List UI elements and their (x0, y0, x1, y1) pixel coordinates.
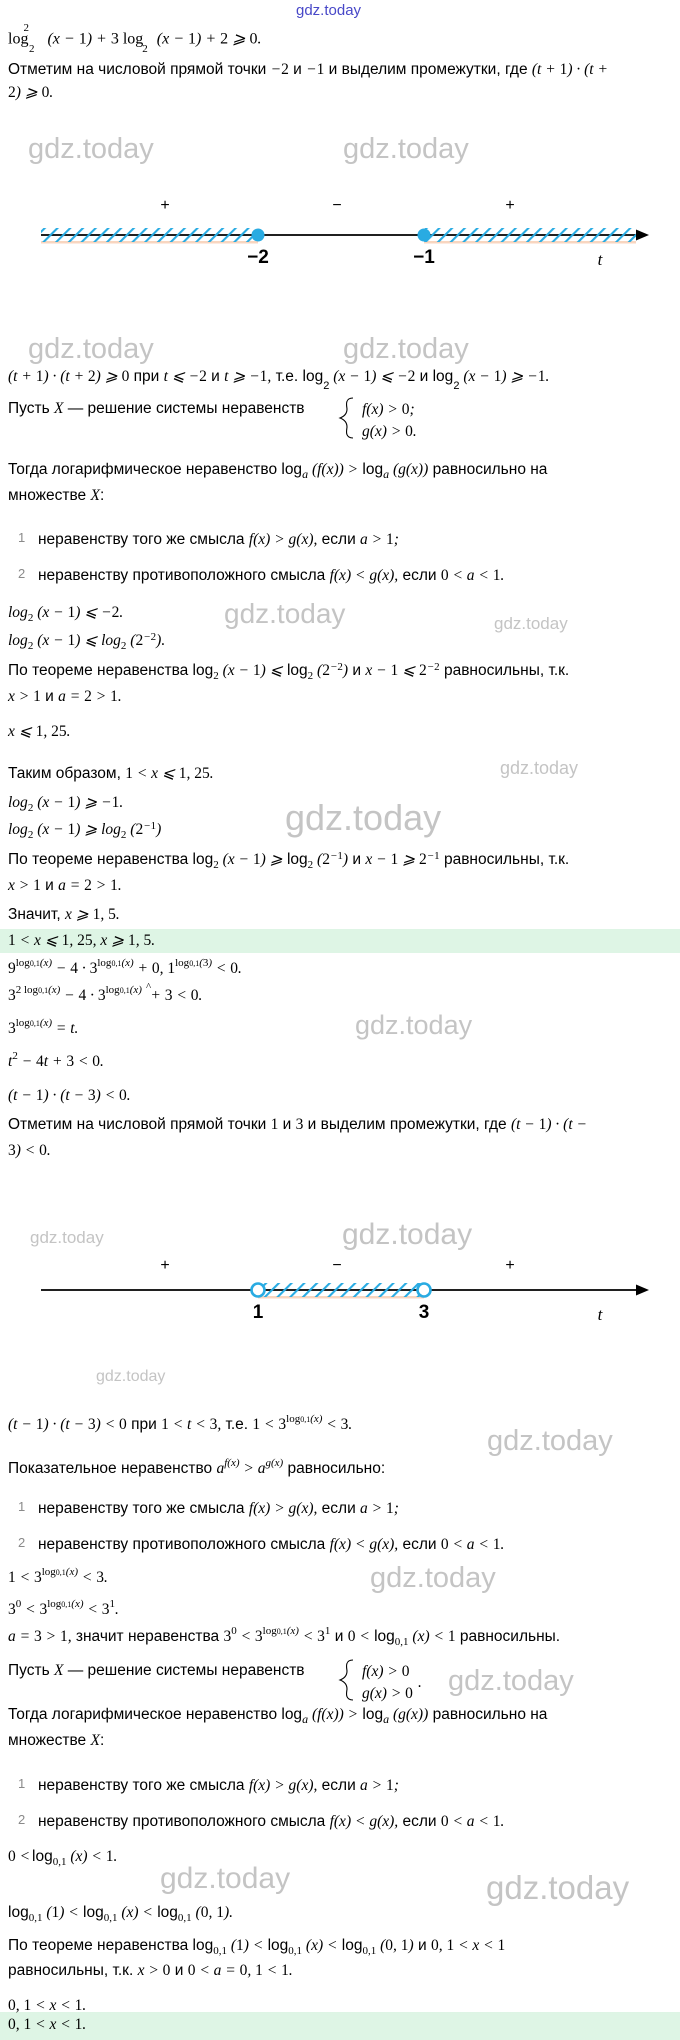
svg-text:t: t (598, 250, 604, 269)
svg-text:+: + (160, 1257, 169, 1274)
svg-text:+: + (505, 1257, 514, 1274)
svg-text:−1: −1 (413, 247, 435, 268)
svg-text:−2: −2 (247, 247, 269, 268)
svg-text:−: − (332, 1257, 341, 1274)
svg-text:t: t (598, 1305, 604, 1324)
svg-text:+: + (505, 197, 514, 214)
svg-text:3: 3 (419, 1302, 430, 1323)
svg-text:1: 1 (253, 1302, 264, 1323)
svg-text:−: − (332, 197, 341, 214)
svg-text:+: + (160, 197, 169, 214)
